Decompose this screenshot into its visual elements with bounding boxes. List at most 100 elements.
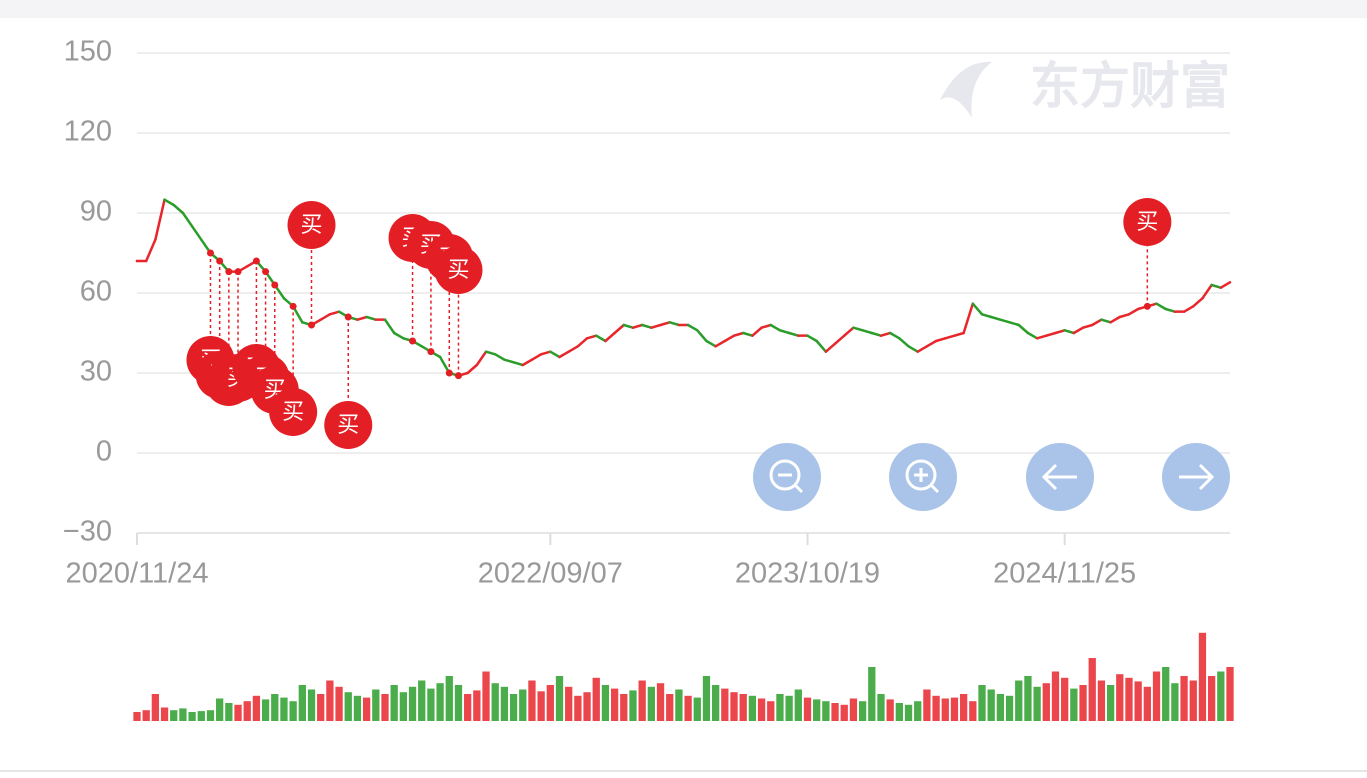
price-segment	[824, 342, 837, 353]
price-segment	[1081, 323, 1094, 329]
price-segment	[640, 323, 653, 329]
volume-bar	[831, 703, 839, 721]
price-segment	[1008, 321, 1020, 327]
volume-bar	[1015, 680, 1023, 721]
price-segment	[714, 339, 727, 348]
y-tick-label: 0	[96, 436, 112, 468]
volume-bar	[1152, 671, 1161, 721]
price-segment	[769, 323, 782, 332]
price-segment	[1054, 329, 1066, 335]
price-segment	[659, 321, 671, 327]
price-segment	[613, 323, 626, 335]
price-segment	[925, 339, 938, 348]
volume-bar	[574, 695, 582, 721]
price-segment	[172, 203, 185, 215]
x-tick-label: 2022/09/07	[478, 558, 623, 590]
volume-bar	[546, 685, 554, 721]
price-segment	[1127, 307, 1140, 316]
price-segment	[751, 326, 763, 337]
marker-point	[252, 257, 260, 265]
volume-bar	[712, 685, 720, 721]
price-segment	[1201, 283, 1213, 300]
volume-bar	[335, 686, 343, 721]
price-segment	[916, 345, 929, 353]
volume-bar	[1180, 676, 1188, 721]
marker-label: 买	[301, 212, 323, 237]
price-segment	[530, 353, 543, 361]
volume-bar	[987, 689, 995, 721]
volume-bar	[372, 689, 380, 721]
marker-bubble	[269, 388, 318, 436]
volume-bar	[528, 680, 536, 721]
volume-bar	[280, 697, 288, 721]
watermark-logo	[940, 61, 992, 118]
volume-bar	[1088, 658, 1096, 721]
price-segment	[760, 323, 773, 329]
price-segment	[1035, 334, 1048, 340]
price-segment	[732, 331, 745, 337]
price-segment	[1192, 297, 1204, 308]
volume-bar	[298, 685, 306, 721]
price-segment	[549, 350, 561, 359]
volume-bar	[1079, 685, 1087, 721]
volume-bar	[1097, 680, 1106, 721]
marker-point	[427, 348, 435, 356]
pan-left-button[interactable]	[1026, 443, 1094, 511]
volume-bar	[399, 692, 408, 721]
y-tick-label: 120	[64, 116, 112, 148]
volume-bar	[1116, 674, 1124, 721]
price-segment	[493, 353, 506, 361]
x-tick-label: 2023/10/19	[735, 558, 880, 590]
volume-bar	[794, 689, 802, 721]
price-segment	[328, 310, 341, 316]
volume-bar	[583, 692, 591, 721]
volume-bar	[454, 685, 463, 721]
volume-bar	[730, 692, 738, 721]
marker-bubble	[324, 401, 373, 449]
volume-bar	[1005, 695, 1014, 721]
price-segment	[686, 323, 699, 332]
price-segment	[971, 302, 984, 316]
volume-bar	[767, 701, 775, 721]
volume-bar	[675, 689, 683, 721]
zoom-in-button[interactable]	[889, 443, 957, 511]
y-tick-label: −30	[63, 516, 112, 548]
top-bar	[0, 0, 1367, 18]
zoom-out-button[interactable]	[753, 443, 821, 511]
marker-point	[344, 313, 352, 321]
price-segment	[512, 361, 525, 367]
marker-bubble	[1123, 198, 1172, 246]
price-segment	[999, 318, 1011, 324]
price-segment	[705, 339, 717, 348]
volume-bar	[647, 686, 655, 721]
pan-right-button[interactable]	[1162, 443, 1230, 511]
volume-bar	[1226, 667, 1234, 721]
price-segment	[1100, 318, 1112, 324]
price-segment	[475, 350, 488, 367]
marker-point	[271, 281, 279, 289]
volume-bar	[390, 685, 398, 721]
price-segment	[163, 198, 175, 207]
volume-bar	[996, 694, 1005, 721]
price-segment	[962, 302, 975, 335]
volume-bar	[519, 689, 527, 721]
price-segment	[144, 238, 157, 263]
price-segment	[870, 331, 883, 337]
volume-bar	[1171, 683, 1179, 721]
volume-bar	[959, 694, 968, 721]
price-segment	[365, 315, 378, 321]
marker-point	[445, 369, 453, 377]
marker-point	[262, 268, 270, 276]
price-segment	[1182, 305, 1195, 313]
volume-bar	[868, 667, 876, 721]
volume-bar	[142, 710, 150, 721]
volume-bar	[849, 698, 858, 721]
volume-bar	[500, 686, 509, 721]
volume-bar	[757, 698, 766, 721]
price-segment	[650, 323, 662, 329]
price-segment	[521, 358, 534, 367]
volume-bar	[537, 691, 545, 721]
volume-bar	[326, 680, 334, 721]
volume-bar	[197, 711, 205, 721]
x-tick-label: 2024/11/25	[993, 558, 1136, 590]
